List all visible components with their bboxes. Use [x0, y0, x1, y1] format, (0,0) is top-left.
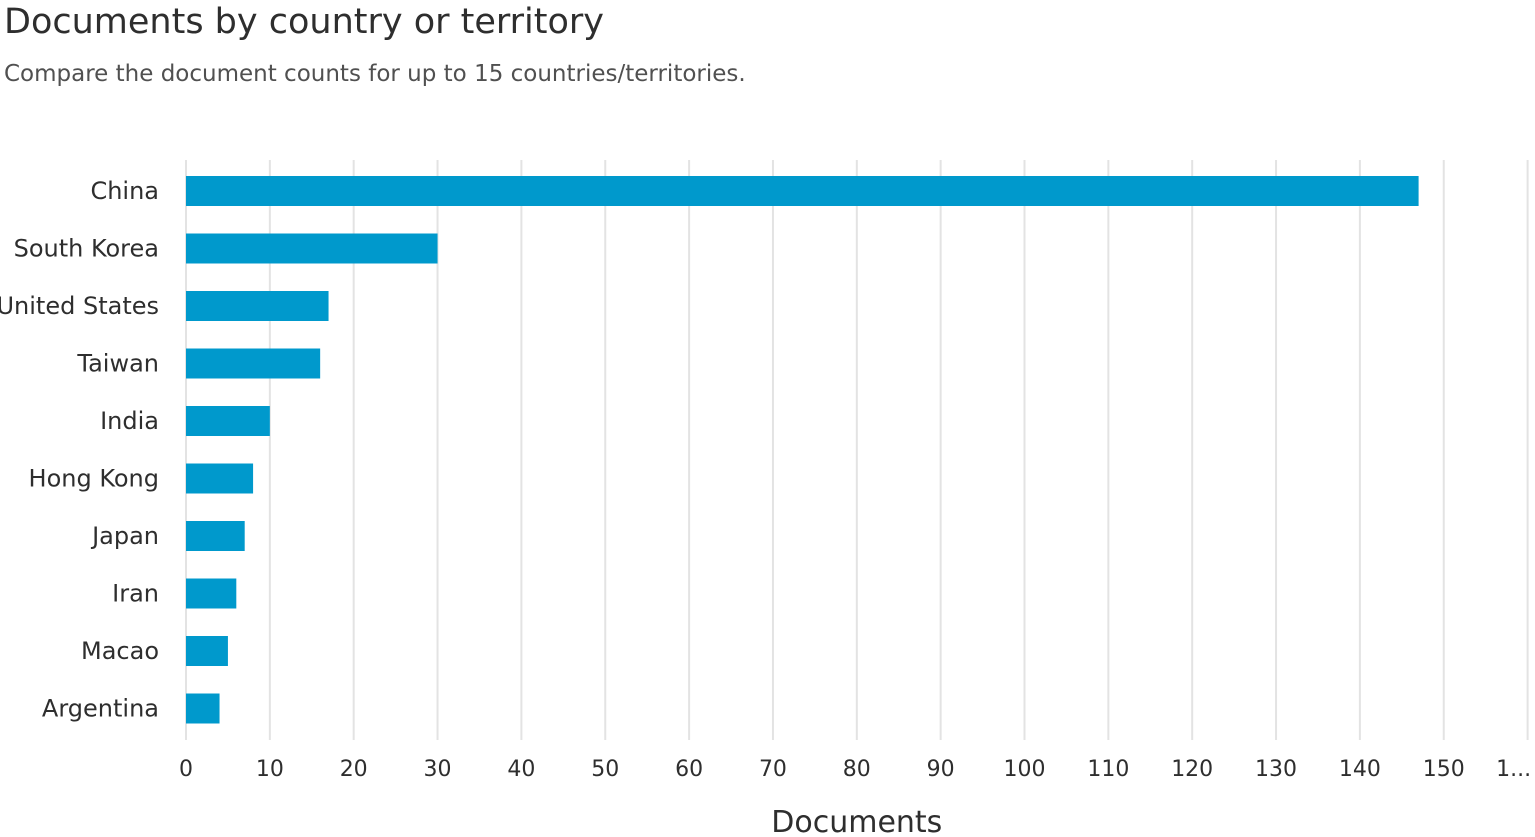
chart-subtitle: Compare the document counts for up to 15…: [4, 61, 746, 87]
x-tick-label: 60: [675, 757, 703, 782]
x-tick-label: 110: [1087, 757, 1129, 782]
category-label: Iran: [112, 580, 159, 608]
x-tick-label: 30: [424, 757, 452, 782]
category-labels: China South Korea United States Taiwan India…: [0, 177, 159, 723]
bar[interactable]: [186, 291, 329, 321]
category-label: United States: [0, 292, 159, 320]
bars: [186, 176, 1419, 724]
bar[interactable]: [186, 406, 270, 436]
category-label: India: [100, 407, 159, 435]
x-tick-label: 80: [843, 757, 871, 782]
bar[interactable]: [186, 521, 245, 551]
bar[interactable]: [186, 463, 254, 494]
x-tick-label: 120: [1171, 757, 1213, 782]
x-tick-label: 40: [507, 757, 535, 782]
x-axis-title: Documents: [771, 805, 942, 837]
bar[interactable]: [186, 348, 321, 379]
bar[interactable]: [186, 233, 438, 264]
x-tick-labels: 0 10 20 30 40 50 60 70 80 90 100 110 120 130 140 150 1..…: [179, 757, 1531, 782]
bar[interactable]: [186, 693, 220, 724]
x-tick-label: 150: [1423, 757, 1465, 782]
category-label: Taiwan: [76, 350, 159, 378]
x-tick-label: 50: [591, 757, 619, 782]
category-label: Argentina: [42, 695, 159, 723]
bar[interactable]: [186, 578, 237, 609]
chart-title: Documents by country or territory: [4, 2, 605, 42]
category-label: China: [90, 177, 159, 205]
category-label: South Korea: [14, 235, 159, 263]
x-tick-label: 90: [927, 757, 955, 782]
bar[interactable]: [186, 636, 228, 666]
x-tick-label: 1...: [1496, 757, 1531, 782]
x-tick-label: 140: [1339, 757, 1381, 782]
bar[interactable]: [186, 176, 1419, 206]
category-label: Japan: [90, 522, 159, 550]
category-label: Hong Kong: [29, 465, 159, 493]
category-label: Macao: [81, 637, 159, 665]
x-tick-label: 100: [1004, 757, 1046, 782]
x-tick-label: 10: [256, 757, 284, 782]
grid-lines: [185, 160, 1529, 740]
x-tick-label: 0: [179, 757, 193, 782]
x-tick-label: 70: [759, 757, 787, 782]
x-tick-label: 20: [340, 757, 368, 782]
x-tick-label: 130: [1255, 757, 1297, 782]
